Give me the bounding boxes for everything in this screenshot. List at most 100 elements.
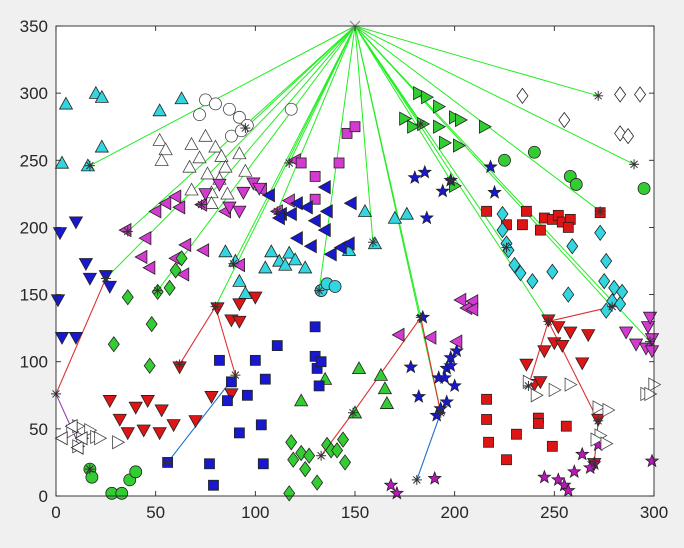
data-point [222, 201, 237, 215]
data-point [121, 289, 134, 306]
data-point [357, 203, 373, 217]
data-point [481, 414, 492, 425]
y-tick-label: 200 [20, 218, 48, 237]
data-point [481, 393, 492, 405]
data-point [172, 200, 186, 215]
x-tick-label: 200 [440, 503, 468, 522]
data-point [548, 382, 562, 398]
data-point [437, 370, 452, 385]
data-point [648, 377, 662, 392]
data-point [399, 111, 413, 126]
data-point [140, 395, 155, 408]
data-point [297, 260, 313, 274]
data-point [198, 188, 213, 202]
data-point [287, 451, 300, 468]
data-point [592, 400, 606, 415]
cluster-head-marker [645, 336, 656, 347]
data-point [232, 273, 247, 287]
cluster-head-marker [152, 285, 163, 296]
data-point [447, 378, 462, 393]
ticks-layer: 0 50 100 150 200 250 300 0 50 100 150 200 250 300 350 [20, 17, 669, 522]
data-point [289, 230, 303, 246]
data-point [435, 183, 451, 198]
data-point [299, 460, 312, 478]
cluster-head-marker [316, 450, 327, 461]
data-point [112, 413, 127, 427]
data-point [232, 110, 246, 124]
cluster-link [167, 374, 236, 463]
data-point [166, 419, 181, 433]
data-point [212, 178, 227, 192]
data-point [138, 230, 152, 246]
data-point [198, 128, 213, 142]
data-point [594, 224, 607, 241]
data-point [295, 157, 307, 169]
sink-link [89, 25, 356, 167]
data-point [443, 350, 459, 364]
data-point [271, 340, 283, 352]
data-point [411, 388, 427, 403]
data-point [248, 291, 263, 305]
data-point [387, 210, 403, 224]
data-point [204, 458, 215, 470]
data-point [622, 127, 635, 145]
data-point [184, 182, 199, 196]
data-point [94, 431, 108, 446]
data-point [496, 221, 509, 239]
data-point [233, 427, 245, 439]
data-point [413, 85, 427, 101]
cluster-head-marker [595, 206, 606, 217]
data-point [317, 179, 331, 195]
data-point [391, 327, 405, 343]
cluster-head-marker [100, 273, 111, 284]
data-point [204, 391, 219, 404]
data-point [341, 236, 355, 251]
data-point [590, 432, 604, 447]
data-point [142, 260, 156, 275]
data-point [526, 272, 539, 290]
cluster-head-marker [501, 242, 512, 253]
data-point [600, 252, 613, 270]
sink-link [201, 25, 356, 205]
data-point [129, 465, 143, 479]
data-point [351, 361, 367, 375]
data-point [232, 205, 247, 219]
data-point [85, 470, 99, 484]
data-point [82, 272, 98, 286]
data-point [483, 159, 498, 174]
y-tick-label: 250 [20, 151, 48, 170]
data-point [439, 135, 453, 151]
data-point [220, 186, 235, 200]
data-point [107, 336, 120, 353]
data-point [232, 315, 247, 329]
data-point [284, 102, 298, 116]
cluster-link [416, 412, 442, 481]
data-point [555, 339, 570, 353]
data-point [407, 170, 423, 184]
cluster-head-marker [84, 160, 95, 171]
data-point [307, 213, 321, 228]
x-tick-label: 0 [51, 503, 60, 522]
data-point [333, 157, 345, 169]
data-point [575, 357, 590, 371]
data-point [295, 444, 308, 462]
cluster-head-marker [174, 359, 185, 370]
data-point [560, 420, 572, 432]
data-point [581, 329, 596, 343]
data-point [148, 204, 162, 219]
data-point [232, 298, 247, 312]
data-point [58, 96, 74, 110]
data-point [204, 195, 219, 209]
data-point [575, 446, 590, 461]
data-point [261, 188, 275, 203]
cluster-head-marker [415, 312, 426, 323]
data-point [94, 89, 110, 103]
sink-link [354, 25, 613, 307]
data-point [315, 356, 327, 368]
cluster-head-marker [411, 474, 422, 485]
data-point [68, 216, 84, 230]
data-point [288, 252, 303, 266]
data-point [232, 257, 245, 273]
data-point [403, 359, 419, 374]
data-point [299, 200, 313, 215]
